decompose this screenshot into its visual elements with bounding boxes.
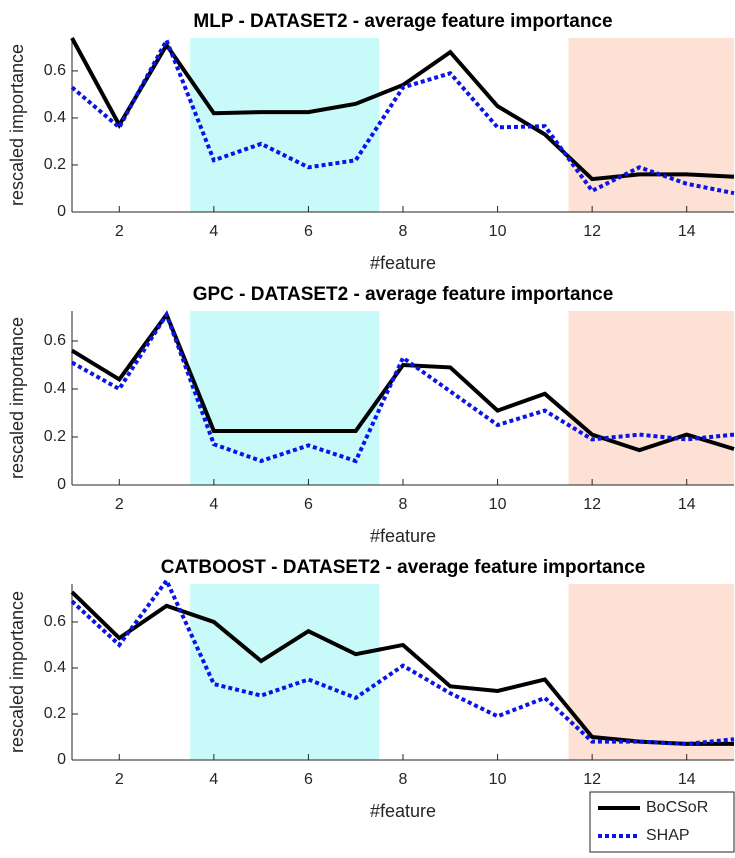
shaded-region xyxy=(568,311,734,485)
x-axis-label: #feature xyxy=(370,253,436,273)
chart-title: MLP - DATASET2 - average feature importa… xyxy=(193,11,612,32)
x-tick-label: 10 xyxy=(489,771,507,788)
y-axis-label: rescaled importance xyxy=(7,44,27,206)
x-tick-label: 2 xyxy=(115,223,124,240)
x-tick-label: 4 xyxy=(209,771,218,788)
x-tick-label: 12 xyxy=(583,496,601,513)
y-tick-label: 0.6 xyxy=(44,613,66,630)
y-tick-label: 0.2 xyxy=(44,428,66,445)
x-tick-label: 14 xyxy=(678,771,696,788)
x-tick-label: 2 xyxy=(115,771,124,788)
x-tick-label: 6 xyxy=(304,771,313,788)
y-tick-label: 0 xyxy=(57,751,66,768)
x-tick-label: 12 xyxy=(583,223,601,240)
series-line xyxy=(70,35,735,196)
x-tick-label: 14 xyxy=(678,223,696,240)
x-axis-label: #feature xyxy=(370,801,436,821)
shaded-region xyxy=(190,38,380,212)
x-tick-label: 2 xyxy=(115,496,124,513)
x-tick-label: 4 xyxy=(209,223,218,240)
x-tick-label: 10 xyxy=(489,223,507,240)
x-tick-label: 8 xyxy=(399,223,408,240)
x-tick-label: 8 xyxy=(399,771,408,788)
y-tick-label: 0 xyxy=(57,203,66,220)
chart-title: CATBOOST - DATASET2 - average feature im… xyxy=(161,557,646,578)
shaded-region xyxy=(568,38,734,212)
x-tick-label: 4 xyxy=(209,496,218,513)
shaded-region xyxy=(190,584,380,760)
x-axis-label: #feature xyxy=(370,526,436,546)
y-tick-label: 0.6 xyxy=(44,62,66,79)
x-tick-label: 12 xyxy=(583,771,601,788)
y-tick-label: 0.6 xyxy=(44,332,66,349)
shaded-region xyxy=(568,584,734,760)
y-tick-label: 0.4 xyxy=(44,659,66,676)
y-tick-label: 0.2 xyxy=(44,705,66,722)
series-line xyxy=(70,576,735,746)
y-tick-label: 0.2 xyxy=(44,156,66,173)
chart-title: GPC - DATASET2 - average feature importa… xyxy=(193,284,614,305)
x-tick-label: 6 xyxy=(304,223,313,240)
x-tick-label: 10 xyxy=(489,496,507,513)
y-axis-label: rescaled importance xyxy=(7,591,27,753)
y-tick-label: 0.4 xyxy=(44,109,66,126)
series-line xyxy=(70,37,735,182)
x-tick-label: 6 xyxy=(304,496,313,513)
legend-box xyxy=(589,791,735,853)
y-tick-label: 0 xyxy=(57,476,66,493)
x-tick-label: 8 xyxy=(399,496,408,513)
x-tick-label: 14 xyxy=(678,496,696,513)
legend-label: BoCSoR xyxy=(646,799,708,816)
shaded-region xyxy=(190,311,380,485)
legend-label: SHAP xyxy=(646,827,690,844)
y-axis-label: rescaled importance xyxy=(7,317,27,479)
y-tick-label: 0.4 xyxy=(44,380,66,397)
